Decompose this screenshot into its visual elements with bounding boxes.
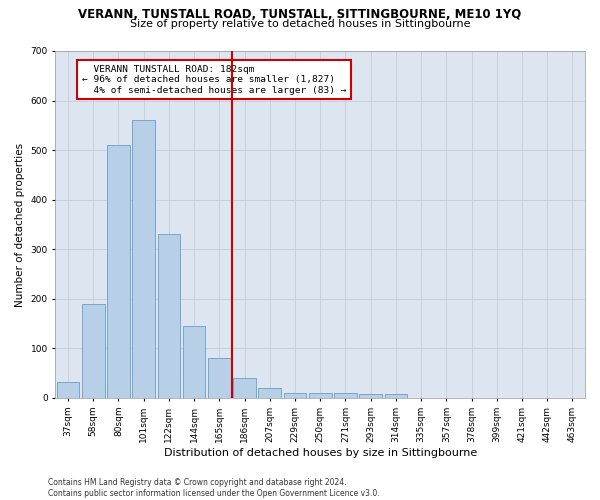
X-axis label: Distribution of detached houses by size in Sittingbourne: Distribution of detached houses by size … — [164, 448, 477, 458]
Bar — [334, 393, 357, 398]
Bar — [284, 393, 307, 398]
Bar — [309, 393, 332, 398]
Bar — [57, 382, 79, 398]
Bar — [183, 326, 205, 398]
Bar — [259, 388, 281, 398]
Bar — [82, 304, 104, 398]
Text: Contains HM Land Registry data © Crown copyright and database right 2024.
Contai: Contains HM Land Registry data © Crown c… — [48, 478, 380, 498]
Bar — [385, 394, 407, 398]
Text: VERANN TUNSTALL ROAD: 182sqm
← 96% of detached houses are smaller (1,827)
  4% o: VERANN TUNSTALL ROAD: 182sqm ← 96% of de… — [82, 65, 346, 94]
Bar — [158, 234, 180, 398]
Y-axis label: Number of detached properties: Number of detached properties — [15, 142, 25, 306]
Bar — [233, 378, 256, 398]
Bar — [107, 145, 130, 398]
Text: Size of property relative to detached houses in Sittingbourne: Size of property relative to detached ho… — [130, 19, 470, 29]
Text: VERANN, TUNSTALL ROAD, TUNSTALL, SITTINGBOURNE, ME10 1YQ: VERANN, TUNSTALL ROAD, TUNSTALL, SITTING… — [79, 8, 521, 20]
Bar — [208, 358, 231, 398]
Bar — [359, 394, 382, 398]
Bar — [133, 120, 155, 398]
